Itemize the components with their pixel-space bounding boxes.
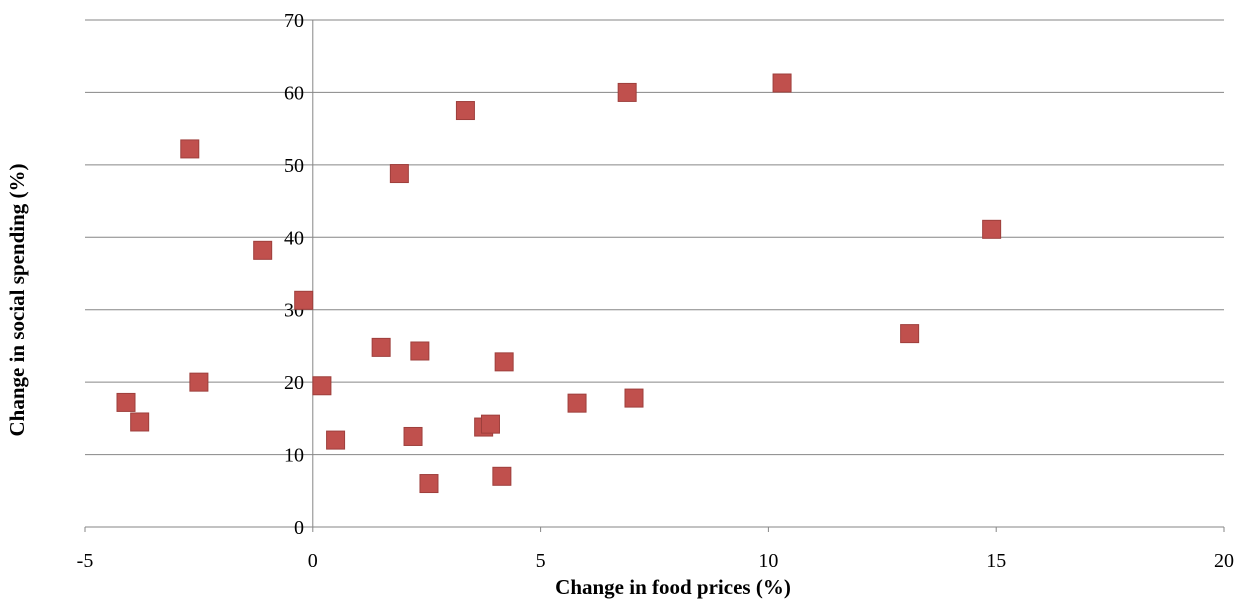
axes	[84, 20, 1225, 532]
data-point	[294, 290, 314, 310]
y-tick-label: 50	[284, 155, 304, 177]
data-point	[312, 376, 332, 396]
data-point	[492, 466, 512, 486]
data-point	[253, 240, 273, 260]
data-point	[772, 73, 792, 93]
data-point	[371, 337, 391, 357]
x-tick-label: 10	[758, 550, 778, 572]
x-tick-labels: -5 0 5 10 15 20	[77, 550, 1234, 572]
data-point	[494, 352, 514, 372]
data-point	[455, 101, 475, 121]
data-point	[419, 474, 439, 494]
x-tick-label: 5	[536, 550, 546, 572]
y-axis-title: Change in social spending (%)	[5, 163, 29, 436]
x-tick-label: -5	[77, 550, 94, 572]
y-tick-label: 20	[284, 372, 304, 394]
x-tick-label: 0	[308, 550, 318, 572]
data-point	[326, 430, 346, 450]
data-point	[403, 426, 423, 446]
data-point	[567, 393, 587, 413]
data-point	[624, 388, 644, 408]
data-point	[189, 372, 209, 392]
x-tick-label: 15	[986, 550, 1006, 572]
data-points	[116, 73, 1002, 494]
data-point	[617, 82, 637, 102]
data-point	[116, 392, 136, 412]
data-point	[389, 164, 409, 184]
y-tick-label: 10	[284, 445, 304, 467]
gridlines	[85, 19, 1224, 456]
x-axis-title: Change in food prices (%)	[555, 575, 791, 599]
data-point	[180, 139, 200, 159]
data-point	[480, 414, 500, 434]
y-tick-label: 0	[294, 517, 304, 539]
data-point	[982, 219, 1002, 239]
y-tick-label: 40	[284, 227, 304, 249]
data-point	[900, 324, 920, 344]
data-point	[130, 412, 150, 432]
data-point	[410, 341, 430, 361]
y-tick-label: 60	[284, 82, 304, 104]
y-tick-label: 70	[284, 10, 304, 32]
x-tick-label: 20	[1214, 550, 1234, 572]
